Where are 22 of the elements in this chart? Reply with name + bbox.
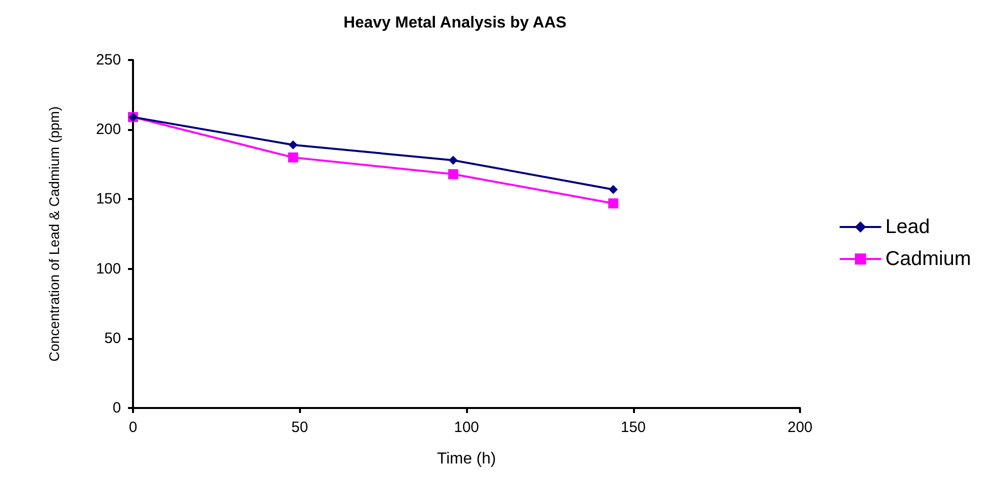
y-tick-label: 250 xyxy=(96,52,121,68)
y-tick-label: 50 xyxy=(104,330,121,347)
x-axis-title: Time (h) xyxy=(437,450,496,468)
y-axis-title: Concentration of Lead & Cadmium (ppm) xyxy=(46,106,62,362)
point xyxy=(448,169,458,180)
chart-title: Heavy Metal Analysis by AAS xyxy=(344,14,567,32)
x-tick-label: 50 xyxy=(291,419,308,436)
point xyxy=(288,152,298,162)
x-tick-label: 200 xyxy=(787,419,813,436)
y-tick-label: 100 xyxy=(96,260,121,278)
y-tick-label: 150 xyxy=(96,190,121,208)
legend-label: Cadmium xyxy=(885,248,971,270)
x-tick-label: 100 xyxy=(454,419,480,436)
point xyxy=(608,198,618,208)
y-tick-label: 0 xyxy=(112,400,121,416)
y-tick-label: 200 xyxy=(96,121,121,138)
legend-label: Lead xyxy=(885,216,930,238)
point xyxy=(288,140,298,150)
point xyxy=(448,156,458,165)
x-tick-label: 150 xyxy=(620,419,646,436)
x-tick-label: 0 xyxy=(128,419,138,436)
point xyxy=(608,184,618,194)
